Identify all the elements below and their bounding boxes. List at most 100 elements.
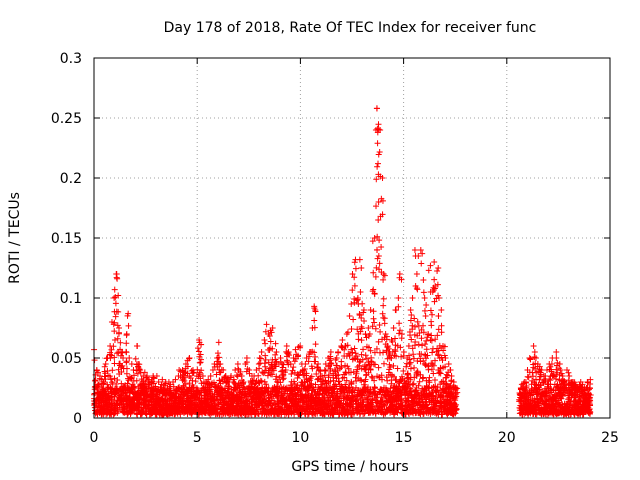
data-point bbox=[137, 394, 144, 401]
y-tick-label: 0.3 bbox=[60, 51, 82, 67]
data-point bbox=[396, 330, 403, 337]
data-point bbox=[357, 289, 364, 295]
data-point bbox=[377, 328, 384, 335]
data-point bbox=[351, 282, 358, 289]
data-point bbox=[215, 339, 222, 346]
data-point bbox=[119, 362, 126, 369]
data-point bbox=[273, 373, 280, 380]
data-point bbox=[375, 253, 382, 259]
data-point bbox=[409, 295, 416, 301]
data-point bbox=[352, 350, 359, 357]
data-point bbox=[287, 361, 294, 367]
data-point bbox=[312, 341, 319, 348]
data-point bbox=[114, 335, 121, 342]
x-tick-label: 5 bbox=[193, 430, 202, 446]
data-point bbox=[207, 373, 214, 379]
data-point bbox=[215, 354, 222, 361]
data-point bbox=[277, 379, 284, 386]
data-point bbox=[130, 383, 137, 390]
data-point bbox=[327, 349, 334, 355]
data-point bbox=[272, 351, 279, 358]
data-point bbox=[123, 358, 130, 365]
data-point bbox=[133, 377, 140, 384]
data-point bbox=[308, 380, 315, 387]
data-point bbox=[532, 355, 539, 361]
data-point bbox=[394, 365, 401, 372]
data-point bbox=[565, 369, 572, 376]
data-point bbox=[221, 374, 228, 381]
data-point bbox=[370, 308, 377, 315]
data-point bbox=[328, 406, 335, 413]
data-point bbox=[376, 321, 383, 328]
data-point bbox=[313, 371, 320, 378]
data-point bbox=[380, 360, 387, 367]
data-point bbox=[360, 346, 367, 353]
data-point bbox=[390, 325, 397, 331]
x-tick-label: 15 bbox=[395, 430, 413, 446]
data-point bbox=[262, 356, 269, 363]
data-point bbox=[370, 315, 377, 322]
data-point bbox=[400, 349, 407, 355]
data-point bbox=[333, 383, 340, 390]
data-point bbox=[417, 247, 424, 253]
data-point bbox=[375, 160, 382, 167]
data-point bbox=[308, 373, 315, 380]
data-point bbox=[123, 348, 130, 355]
data-point bbox=[254, 385, 261, 392]
data-point bbox=[420, 289, 427, 296]
data-point bbox=[184, 363, 191, 370]
data-point bbox=[288, 370, 295, 377]
data-point bbox=[428, 322, 435, 329]
data-point bbox=[327, 359, 334, 366]
data-point bbox=[125, 310, 132, 317]
y-tick-label: 0.25 bbox=[51, 111, 82, 127]
data-point bbox=[132, 355, 139, 362]
data-point bbox=[123, 331, 130, 337]
data-point bbox=[435, 265, 442, 271]
data-point bbox=[131, 372, 138, 379]
data-point bbox=[566, 373, 573, 379]
data-point bbox=[135, 361, 142, 367]
data-point bbox=[421, 295, 428, 301]
data-point bbox=[157, 384, 164, 391]
data-point bbox=[106, 373, 113, 380]
data-point bbox=[305, 385, 312, 392]
data-point bbox=[312, 307, 319, 313]
data-point bbox=[273, 349, 280, 355]
data-point bbox=[234, 361, 241, 367]
data-point bbox=[246, 367, 253, 373]
data-point bbox=[312, 353, 319, 360]
data-point bbox=[380, 302, 387, 309]
data-point bbox=[114, 275, 121, 282]
data-point bbox=[267, 338, 274, 345]
data-point bbox=[230, 376, 237, 383]
data-point bbox=[359, 300, 366, 307]
data-point bbox=[335, 349, 342, 355]
data-point bbox=[209, 367, 216, 373]
data-point bbox=[434, 281, 441, 288]
data-point bbox=[334, 362, 341, 369]
data-point bbox=[268, 329, 275, 336]
data-point bbox=[228, 373, 235, 379]
data-point bbox=[97, 373, 104, 379]
data-point bbox=[306, 377, 313, 384]
data-point bbox=[269, 325, 276, 331]
data-point bbox=[101, 373, 108, 380]
data-point bbox=[263, 321, 270, 328]
data-point bbox=[110, 343, 117, 350]
y-tick-label: 0.05 bbox=[51, 351, 82, 367]
data-point bbox=[133, 343, 140, 349]
data-point bbox=[150, 380, 157, 387]
data-point bbox=[327, 365, 334, 372]
data-point bbox=[338, 358, 345, 365]
data-point bbox=[117, 339, 124, 346]
data-point bbox=[563, 367, 570, 373]
data-point bbox=[242, 391, 249, 398]
data-point bbox=[196, 359, 203, 366]
y-tick-label: 0.15 bbox=[51, 231, 82, 247]
data-point bbox=[199, 373, 206, 379]
data-point bbox=[407, 359, 414, 366]
data-point bbox=[303, 370, 310, 377]
data-point bbox=[311, 317, 318, 324]
